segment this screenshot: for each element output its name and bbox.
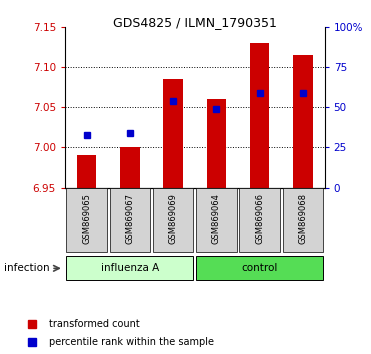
Bar bbox=[120, 147, 139, 188]
Text: transformed count: transformed count bbox=[49, 319, 139, 329]
Bar bbox=[196, 256, 323, 280]
Text: GDS4825 / ILMN_1790351: GDS4825 / ILMN_1790351 bbox=[113, 16, 277, 29]
Text: GSM869066: GSM869066 bbox=[255, 193, 264, 244]
Text: GSM869067: GSM869067 bbox=[125, 193, 134, 244]
Text: percentile rank within the sample: percentile rank within the sample bbox=[49, 337, 214, 347]
Text: control: control bbox=[242, 263, 278, 273]
Bar bbox=[77, 155, 96, 188]
Text: GSM869065: GSM869065 bbox=[82, 193, 91, 244]
Text: GSM869068: GSM869068 bbox=[299, 193, 308, 244]
Bar bbox=[239, 188, 280, 252]
Bar bbox=[283, 188, 324, 252]
Text: infection: infection bbox=[4, 263, 49, 273]
Bar bbox=[207, 99, 226, 188]
Bar bbox=[293, 55, 313, 188]
Bar bbox=[109, 188, 150, 252]
Bar bbox=[163, 79, 183, 188]
Text: GSM869064: GSM869064 bbox=[212, 193, 221, 244]
Bar bbox=[196, 188, 237, 252]
Bar bbox=[66, 256, 194, 280]
Bar bbox=[153, 188, 194, 252]
Bar bbox=[66, 188, 107, 252]
Text: influenza A: influenza A bbox=[101, 263, 159, 273]
Bar bbox=[250, 43, 269, 188]
Text: GSM869069: GSM869069 bbox=[169, 193, 178, 244]
